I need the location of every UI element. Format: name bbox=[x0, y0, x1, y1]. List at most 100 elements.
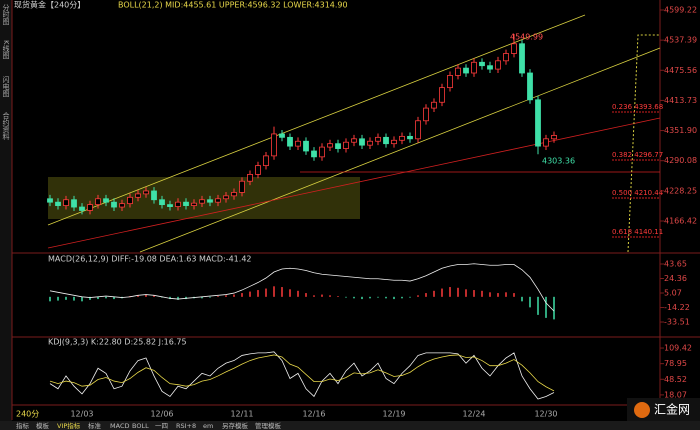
bottom-tab[interactable]: em bbox=[203, 422, 213, 430]
x-tick-label: 12/30 bbox=[534, 410, 557, 419]
candle-body bbox=[191, 202, 197, 206]
sidebar-tab[interactable]: 闪电图 bbox=[2, 75, 10, 98]
bottom-tab[interactable]: 另存模板 bbox=[222, 421, 249, 430]
candle-body bbox=[527, 72, 533, 101]
candle-body bbox=[511, 43, 517, 54]
candle-body bbox=[543, 138, 549, 147]
candle-body bbox=[135, 193, 141, 198]
candle-body bbox=[303, 140, 309, 152]
x-tick-label: 12/19 bbox=[382, 410, 405, 419]
y-tick-label: 18.07 bbox=[664, 390, 687, 399]
bottom-tab[interactable]: MACD bbox=[110, 422, 129, 430]
candle-body bbox=[319, 146, 325, 158]
candle-body bbox=[295, 140, 301, 147]
indicator-line bbox=[49, 351, 555, 400]
macd-label: MACD(26,12,9) DIFF:-19.08 DEA:1.63 MACD:… bbox=[48, 255, 252, 264]
bottom-tab[interactable]: 指标 bbox=[16, 421, 30, 430]
candle-body bbox=[231, 192, 237, 197]
candle-body bbox=[503, 53, 509, 62]
candle-body bbox=[103, 198, 109, 203]
fib-guide bbox=[627, 34, 660, 253]
candle-body bbox=[183, 201, 189, 206]
y-tick-label: 24.36 bbox=[664, 274, 687, 283]
bottom-tab[interactable]: 标准 bbox=[88, 421, 102, 430]
kdj-label: KDJ(9,3,3) K:22.80 D:25.82 J:16.75 bbox=[48, 338, 187, 347]
indicator-label: BOLL(21,2) MID:4455.61 UPPER:4596.32 LOW… bbox=[118, 1, 348, 10]
candle-body bbox=[479, 61, 485, 67]
low-label: 4303.36 bbox=[542, 157, 575, 166]
candle-body bbox=[63, 199, 69, 206]
candle-body bbox=[143, 190, 149, 195]
candle-body bbox=[247, 173, 253, 182]
sidebar-tab[interactable]: K线图 bbox=[2, 40, 10, 60]
candle-body bbox=[223, 195, 229, 200]
logo: 汇金网 bbox=[654, 402, 690, 417]
high-label: 4549.99 bbox=[510, 33, 543, 42]
bottom-tab[interactable]: VIP指标 bbox=[57, 421, 81, 430]
y-tick-label: 4537.39 bbox=[664, 36, 697, 45]
y-tick-label: 109.42 bbox=[664, 344, 692, 353]
x-tick-label: 12/16 bbox=[302, 410, 325, 419]
trendline bbox=[139, 47, 661, 253]
y-tick-label: 4475.56 bbox=[664, 66, 697, 75]
sidebar-tab[interactable]: 分时图 bbox=[2, 3, 10, 26]
candle-body bbox=[119, 203, 125, 208]
bottom-tab[interactable]: 模板 bbox=[36, 421, 50, 430]
candle-body bbox=[215, 198, 221, 203]
candle-body bbox=[55, 201, 61, 206]
candle-body bbox=[335, 143, 341, 149]
y-tick-label: 4166.42 bbox=[664, 216, 697, 225]
candle-body bbox=[447, 75, 453, 89]
candle-body bbox=[311, 150, 317, 158]
fib-label: 0.236 4393.68 bbox=[612, 103, 663, 111]
candle-body bbox=[95, 198, 101, 206]
candle-body bbox=[47, 198, 53, 203]
candle-body bbox=[463, 67, 469, 74]
candle-body bbox=[431, 101, 437, 109]
candle-body bbox=[391, 139, 397, 145]
candle-body bbox=[79, 206, 85, 211]
bottom-tab[interactable]: 管理模板 bbox=[255, 421, 282, 430]
candle-body bbox=[287, 136, 293, 147]
logo-icon bbox=[634, 402, 650, 418]
indicator-line bbox=[49, 354, 555, 392]
candle-body bbox=[343, 141, 349, 149]
candle-body bbox=[535, 99, 541, 147]
candle-body bbox=[351, 138, 357, 143]
candle-body bbox=[407, 135, 413, 140]
candle-body bbox=[207, 199, 213, 203]
candle-body bbox=[87, 204, 93, 211]
y-tick-label: 4228.25 bbox=[664, 186, 697, 195]
x-tick-label: 12/03 bbox=[70, 410, 93, 419]
candle-body bbox=[127, 196, 133, 205]
bottom-tab[interactable]: BOLL bbox=[132, 422, 149, 430]
candle-body bbox=[175, 201, 181, 207]
candle-body bbox=[439, 87, 445, 103]
candle-body bbox=[111, 201, 117, 208]
trendline bbox=[47, 117, 661, 249]
y-tick-label: 4413.73 bbox=[664, 96, 697, 105]
bottom-tab[interactable]: 一四 bbox=[155, 422, 168, 430]
candle-body bbox=[423, 107, 429, 122]
tab-bar bbox=[0, 421, 700, 430]
fib-label: 0.618 4140.11 bbox=[612, 228, 663, 236]
y-tick-label: -33.51 bbox=[664, 318, 690, 327]
candle-body bbox=[239, 180, 245, 193]
candle-body bbox=[551, 134, 557, 140]
candle-body bbox=[495, 60, 501, 70]
indicator-line bbox=[49, 263, 555, 312]
fib-label: 0.500 4210.44 bbox=[612, 189, 664, 197]
y-tick-label: 4351.90 bbox=[664, 126, 697, 135]
candle-body bbox=[167, 204, 173, 207]
bottom-tab[interactable]: RSI+8 bbox=[176, 422, 196, 430]
candle-body bbox=[367, 140, 373, 146]
sidebar-bg bbox=[0, 0, 12, 430]
y-tick-label: 48.52 bbox=[664, 375, 687, 384]
sidebar-tab[interactable]: 合约资料 bbox=[2, 111, 10, 141]
y-tick-label: 5.07 bbox=[664, 289, 682, 298]
chart-title: 现货黄金【240分】 bbox=[14, 0, 85, 10]
candle-body bbox=[271, 133, 277, 157]
candle-body bbox=[359, 138, 365, 146]
candle-body bbox=[263, 155, 269, 167]
x-tick-label: 12/24 bbox=[462, 410, 485, 419]
